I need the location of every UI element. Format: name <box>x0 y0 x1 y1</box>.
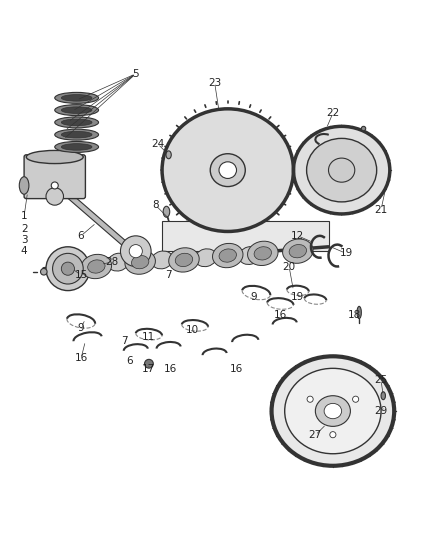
Text: 22: 22 <box>326 108 339 118</box>
Circle shape <box>51 182 58 189</box>
Ellipse shape <box>55 104 99 116</box>
Ellipse shape <box>41 269 47 275</box>
Text: 16: 16 <box>164 365 177 374</box>
Ellipse shape <box>219 249 237 262</box>
Ellipse shape <box>169 248 199 272</box>
Text: 4: 4 <box>21 246 28 256</box>
Ellipse shape <box>55 129 99 140</box>
Ellipse shape <box>55 92 99 103</box>
Text: 16: 16 <box>230 365 243 374</box>
Ellipse shape <box>88 260 105 273</box>
Text: 1: 1 <box>21 211 28 221</box>
Ellipse shape <box>61 262 74 275</box>
Text: 28: 28 <box>105 257 118 267</box>
Ellipse shape <box>315 395 350 426</box>
Ellipse shape <box>166 151 171 159</box>
Text: 24: 24 <box>151 139 164 149</box>
Ellipse shape <box>247 241 278 265</box>
Circle shape <box>145 359 153 368</box>
Text: 19: 19 <box>291 292 304 302</box>
Ellipse shape <box>210 154 245 187</box>
Text: 6: 6 <box>126 356 133 366</box>
Ellipse shape <box>283 239 313 263</box>
Text: 21: 21 <box>374 205 388 215</box>
Ellipse shape <box>272 356 394 466</box>
Ellipse shape <box>125 250 155 274</box>
Ellipse shape <box>324 403 342 419</box>
Text: 16: 16 <box>74 353 88 364</box>
Ellipse shape <box>163 206 170 217</box>
Text: 17: 17 <box>142 365 155 374</box>
Text: 5: 5 <box>132 69 139 79</box>
Ellipse shape <box>239 247 261 264</box>
Text: 7: 7 <box>121 336 128 346</box>
Ellipse shape <box>55 117 99 128</box>
Text: 25: 25 <box>374 375 388 385</box>
Ellipse shape <box>293 126 390 214</box>
Text: 19: 19 <box>339 248 353 259</box>
Text: 16: 16 <box>274 310 287 320</box>
Text: 23: 23 <box>208 77 221 87</box>
Text: 9: 9 <box>78 323 85 333</box>
Text: 8: 8 <box>152 200 159 210</box>
Ellipse shape <box>285 368 381 454</box>
Ellipse shape <box>61 143 92 150</box>
Ellipse shape <box>175 253 193 266</box>
Ellipse shape <box>55 141 99 152</box>
Ellipse shape <box>61 94 92 101</box>
Text: 11: 11 <box>142 332 155 342</box>
Text: 20: 20 <box>283 262 296 271</box>
Ellipse shape <box>131 255 149 269</box>
FancyBboxPatch shape <box>24 155 85 199</box>
Ellipse shape <box>289 245 307 258</box>
Ellipse shape <box>254 247 272 260</box>
Ellipse shape <box>212 244 243 268</box>
Ellipse shape <box>328 158 355 182</box>
Ellipse shape <box>307 139 377 202</box>
Circle shape <box>120 236 151 266</box>
Ellipse shape <box>81 254 112 279</box>
Text: 7: 7 <box>165 270 172 280</box>
Ellipse shape <box>162 109 293 231</box>
Ellipse shape <box>61 131 92 138</box>
Polygon shape <box>66 197 140 253</box>
Text: 3: 3 <box>21 235 28 245</box>
Text: 6: 6 <box>78 231 85 241</box>
Bar <box>162 221 328 251</box>
Circle shape <box>330 432 336 438</box>
Ellipse shape <box>195 249 217 266</box>
Ellipse shape <box>151 251 173 269</box>
Ellipse shape <box>19 177 29 194</box>
Ellipse shape <box>219 162 237 179</box>
Text: 27: 27 <box>309 430 322 440</box>
Ellipse shape <box>361 126 366 131</box>
Text: 10: 10 <box>186 325 199 335</box>
Circle shape <box>353 396 359 402</box>
Text: 2: 2 <box>21 224 28 235</box>
Text: 18: 18 <box>348 310 361 320</box>
Ellipse shape <box>381 392 385 400</box>
Ellipse shape <box>357 306 361 319</box>
Ellipse shape <box>53 253 83 284</box>
Ellipse shape <box>61 119 92 126</box>
Text: 12: 12 <box>291 231 304 241</box>
Ellipse shape <box>26 150 83 164</box>
Circle shape <box>46 188 64 205</box>
Circle shape <box>129 245 142 258</box>
Ellipse shape <box>46 247 90 290</box>
Ellipse shape <box>61 107 92 114</box>
Text: 9: 9 <box>251 292 258 302</box>
Text: 29: 29 <box>374 406 388 416</box>
Circle shape <box>307 396 313 402</box>
Text: 15: 15 <box>74 270 88 280</box>
Ellipse shape <box>107 253 129 271</box>
